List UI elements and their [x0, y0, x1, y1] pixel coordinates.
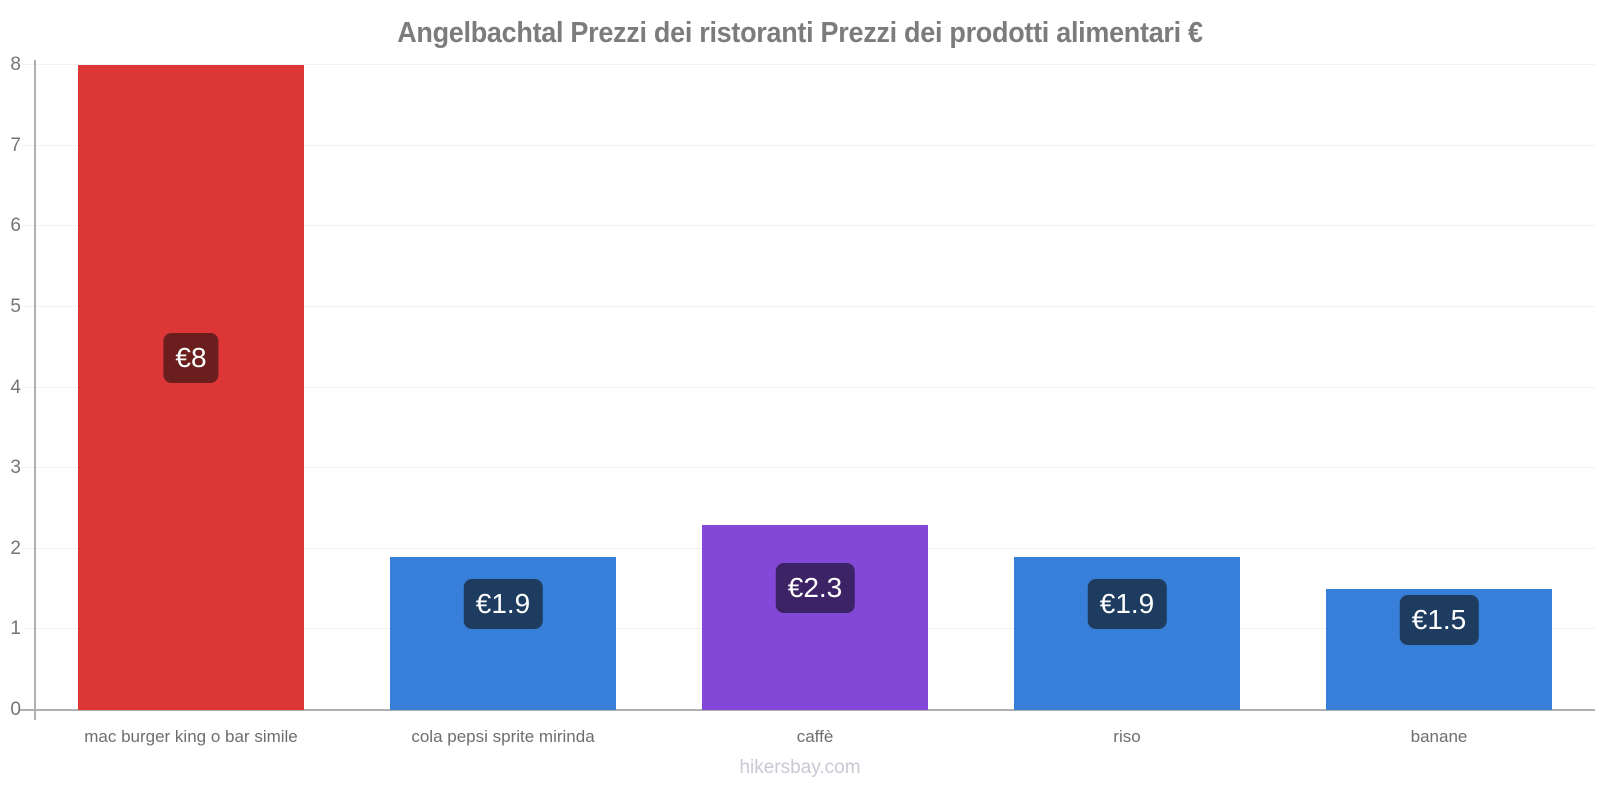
gridline — [22, 387, 1595, 388]
watermark: hikersbay.com — [739, 757, 861, 778]
bar-banane[interactable]: €1.5 — [1326, 589, 1552, 710]
chart-title: Angelbachtal Prezzi dei ristoranti Prezz… — [397, 17, 1203, 49]
gridline — [22, 467, 1595, 468]
y-axis-tick-label: 4 — [10, 377, 21, 398]
x-axis-label: riso — [1113, 727, 1141, 746]
y-axis-tick-label: 7 — [10, 135, 21, 156]
y-axis-tick-label: 1 — [10, 618, 21, 639]
y-axis-tick-label: 2 — [10, 538, 21, 559]
gridline — [22, 225, 1595, 226]
y-axis-tick-label: 3 — [10, 457, 21, 478]
bar-riso[interactable]: €1.9 — [1014, 557, 1240, 710]
value-badge-label: €8 — [175, 341, 207, 373]
y-axis-line — [34, 60, 36, 720]
y-axis-tick-label: 0 — [10, 699, 21, 720]
x-axis-label: cola pepsi sprite mirinda — [411, 727, 595, 746]
gridline — [22, 306, 1595, 307]
x-axis-line — [20, 709, 1595, 711]
y-axis-tick-label: 5 — [10, 296, 21, 317]
y-axis-tick-label: 8 — [10, 54, 21, 75]
value-badge: €2.3 — [775, 562, 855, 613]
bar-mac-burger-king-o-bar-simile[interactable]: €8 — [78, 65, 304, 710]
value-badge: €8 — [163, 332, 219, 383]
value-badge-label: €2.3 — [787, 571, 843, 603]
y-axis-tick-label: 6 — [10, 215, 21, 236]
value-badge-label: €1.5 — [1411, 603, 1467, 635]
x-axis-label: mac burger king o bar simile — [84, 727, 298, 746]
value-badge: €1.5 — [1399, 594, 1479, 645]
x-axis-label: caffè — [796, 727, 834, 746]
bar-cola-pepsi-sprite-mirinda[interactable]: €1.9 — [390, 557, 616, 710]
value-badge-label: €1.9 — [475, 587, 531, 619]
gridline — [22, 145, 1595, 146]
x-axis-label: banane — [1410, 727, 1468, 746]
value-badge: €1.9 — [463, 578, 543, 629]
value-badge: €1.9 — [1087, 578, 1167, 629]
value-badge-label: €1.9 — [1099, 587, 1155, 619]
bar-caffè[interactable]: €2.3 — [702, 525, 928, 710]
gridline — [22, 64, 1595, 65]
